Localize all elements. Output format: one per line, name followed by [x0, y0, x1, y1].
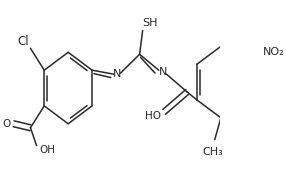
Text: CH₃: CH₃: [203, 147, 224, 157]
Text: O: O: [3, 119, 11, 129]
Text: OH: OH: [39, 144, 55, 155]
Text: NO₂: NO₂: [263, 47, 285, 57]
Text: SH: SH: [143, 18, 158, 28]
Text: HO: HO: [145, 111, 161, 121]
Text: N: N: [158, 67, 167, 77]
Text: Cl: Cl: [17, 35, 29, 48]
Text: N: N: [112, 69, 121, 79]
